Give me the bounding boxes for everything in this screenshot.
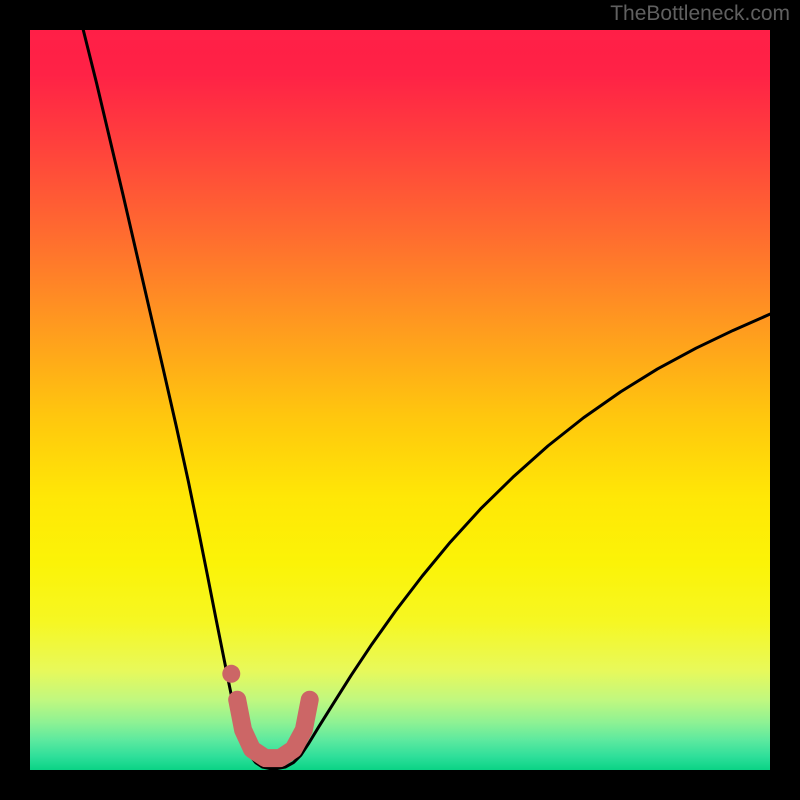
watermark-text: TheBottleneck.com bbox=[610, 2, 790, 26]
chart-root: TheBottleneck.com bbox=[0, 0, 800, 800]
bottleneck-chart-svg bbox=[0, 0, 800, 800]
trough-marker-dot bbox=[222, 665, 240, 683]
plot-background-gradient bbox=[30, 30, 770, 770]
